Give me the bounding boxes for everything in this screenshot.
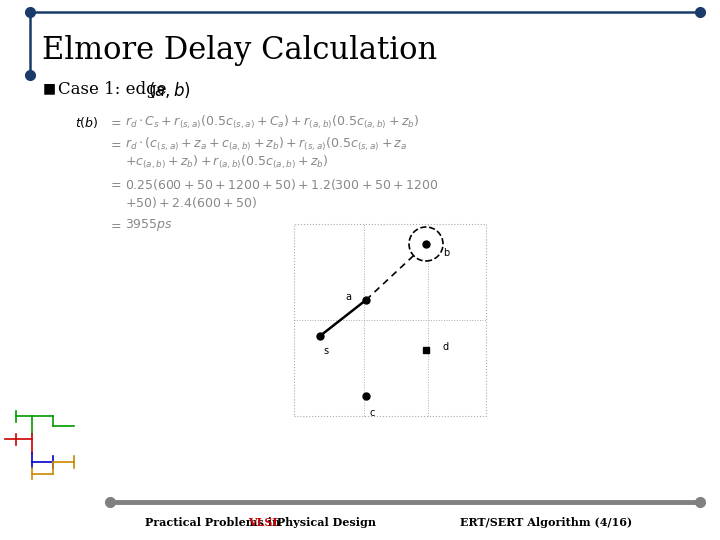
Text: $=$: $=$ <box>108 178 122 191</box>
Text: $r_d \cdot (c_{(s,a)} + z_a + c_{(a,b)} + z_b) + r_{(s,a)}(0.5c_{(s,a)} + z_a$: $r_d \cdot (c_{(s,a)} + z_a + c_{(a,b)} … <box>125 136 408 153</box>
Text: Elmore Delay Calculation: Elmore Delay Calculation <box>42 35 437 65</box>
Text: Physical Design: Physical Design <box>273 516 376 528</box>
Text: $=$: $=$ <box>108 219 122 232</box>
Text: $+c_{(a,b)} + z_b) + r_{(a,b)}(0.5c_{(a,b)} + z_b)$: $+c_{(a,b)} + z_b) + r_{(a,b)}(0.5c_{(a,… <box>125 153 328 171</box>
Text: $=$: $=$ <box>108 138 122 151</box>
Text: $\blacksquare$: $\blacksquare$ <box>42 83 56 97</box>
Text: $t(b)$: $t(b)$ <box>75 114 99 130</box>
Text: $r_d \cdot C_s + r_{(s,a)}(0.5c_{(s,a)} + C_a) + r_{(a,b)}(0.5c_{(a,b)} + z_b)$: $r_d \cdot C_s + r_{(s,a)}(0.5c_{(s,a)} … <box>125 113 419 131</box>
Text: VLSI: VLSI <box>248 516 278 528</box>
Text: Practical Problems in: Practical Problems in <box>145 516 284 528</box>
Text: $3955ps$: $3955ps$ <box>125 217 173 233</box>
Text: Case 1: edge: Case 1: edge <box>58 82 172 98</box>
Text: ERT/SERT Algorithm (4/16): ERT/SERT Algorithm (4/16) <box>460 516 632 528</box>
Text: $+50) + 2.4(600 + 50)$: $+50) + 2.4(600 + 50)$ <box>125 194 257 210</box>
Text: $=$: $=$ <box>108 116 122 129</box>
Text: $0.25(600 + 50 + 1200 + 50) + 1.2(300 + 50 + 1200$: $0.25(600 + 50 + 1200 + 50) + 1.2(300 + … <box>125 177 438 192</box>
Text: $(a,b)$: $(a,b)$ <box>148 80 191 100</box>
